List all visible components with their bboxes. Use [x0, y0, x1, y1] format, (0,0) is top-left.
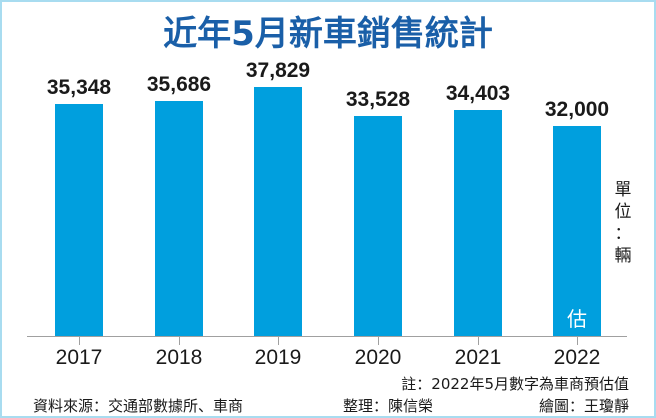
illustrator-credit: 繪圖：王瓊靜	[538, 397, 629, 415]
x-tick	[478, 337, 479, 345]
x-tick-label: 2018	[155, 346, 203, 369]
unit-char: 輛	[614, 246, 632, 266]
value-label: 33,528	[345, 88, 411, 111]
x-tick	[179, 337, 180, 345]
x-tick-label: 2020	[354, 346, 402, 369]
chart-title: 近年5月新車銷售統計	[163, 14, 493, 54]
unit-label: 單 位 ： 輛	[611, 179, 635, 267]
bar-2019	[254, 87, 302, 336]
x-tick	[378, 337, 379, 345]
x-tick	[79, 337, 80, 345]
footnote: 註：2022年5月數字為車商預估值	[401, 375, 629, 393]
x-tick-label: 2019	[254, 346, 302, 369]
x-axis-line	[27, 336, 627, 337]
x-tick-label: 2017	[55, 346, 103, 369]
value-label: 37,829	[245, 59, 311, 82]
x-tick	[278, 337, 279, 345]
unit-char: 位	[614, 202, 632, 222]
unit-char: ：	[614, 224, 632, 244]
x-tick	[577, 337, 578, 345]
value-label: 35,348	[46, 76, 112, 99]
x-tick-label: 2022	[553, 346, 601, 369]
bar-2017	[55, 104, 103, 336]
value-label: 35,686	[146, 73, 212, 96]
bar-2020	[354, 116, 402, 336]
value-label: 34,403	[445, 82, 511, 105]
bar-2022	[553, 126, 601, 336]
bar-2021	[454, 110, 502, 336]
bar-2018	[155, 101, 203, 336]
source-credit: 資料來源：交通部數據所、車商	[33, 397, 244, 415]
editor-credit: 整理：陳信榮	[343, 397, 434, 415]
unit-char: 單	[614, 180, 632, 200]
value-label: 32,000	[544, 98, 610, 121]
x-tick-label: 2021	[454, 346, 502, 369]
estimate-mark: 估	[567, 307, 587, 331]
